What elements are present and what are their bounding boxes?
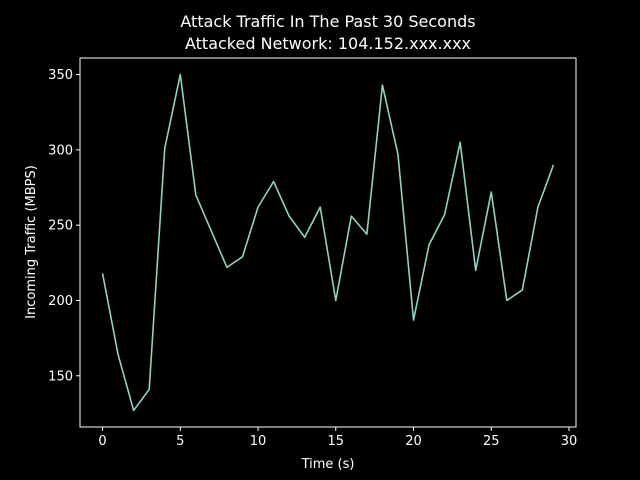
x-tick-label: 20 [405, 434, 422, 449]
x-tick-label: 10 [250, 434, 267, 449]
x-tick-label: 30 [561, 434, 578, 449]
y-tick-label: 200 [48, 294, 73, 309]
y-tick-label: 150 [48, 369, 73, 384]
x-tick-label: 15 [328, 434, 345, 449]
x-tick-label: 0 [98, 434, 106, 449]
plot-frame [79, 57, 577, 428]
y-tick-label: 250 [48, 219, 73, 234]
y-tick-label: 300 [48, 143, 73, 158]
chart-subtitle: Attacked Network: 104.152.xxx.xxx [185, 34, 471, 53]
chart-title: Attack Traffic In The Past 30 Seconds [180, 12, 475, 31]
y-tick-label: 350 [48, 68, 73, 83]
y-axis-label: Incoming Traffic (MBPS) [24, 165, 39, 319]
x-tick-label: 5 [176, 434, 184, 449]
line [101, 73, 555, 412]
x-axis-label: Time (s) [301, 457, 355, 472]
x-tick-label: 25 [483, 434, 500, 449]
